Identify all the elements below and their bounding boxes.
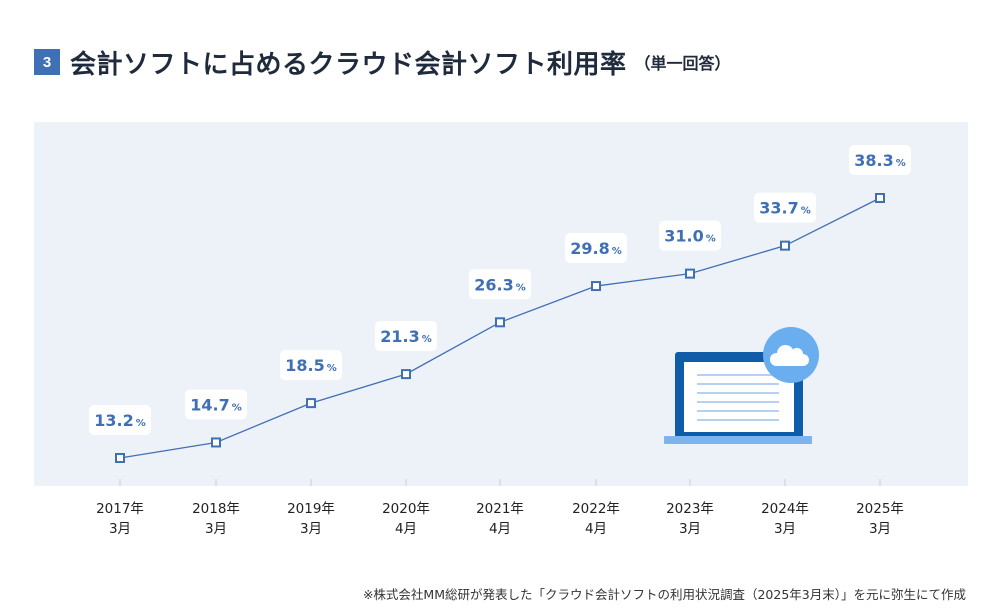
chart-header: 3 会計ソフトに占めるクラウド会計ソフト利用率 （単一回答） <box>34 44 731 80</box>
data-point <box>780 240 790 251</box>
x-tick-label: 2023年 3月 <box>666 501 714 537</box>
data-point <box>306 398 316 409</box>
data-label: 18.5% <box>285 356 337 375</box>
x-tick-label: 2024年 3月 <box>761 501 809 537</box>
data-label: 14.7% <box>190 395 242 414</box>
data-point <box>401 369 411 380</box>
data-point <box>591 281 601 292</box>
data-label-box <box>849 145 911 175</box>
data-label-box <box>375 321 437 352</box>
x-tick-label: 2021年 4月 <box>476 501 524 537</box>
data-point <box>685 268 695 279</box>
data-label: 26.3% <box>474 275 526 294</box>
data-point <box>875 193 885 203</box>
x-tick-label: 2022年 4月 <box>572 501 620 537</box>
laptop-cloud-icon <box>664 327 819 444</box>
data-label: 38.3% <box>854 151 906 170</box>
data-label-box <box>89 405 151 435</box>
data-label-box <box>469 269 531 300</box>
chart-subtitle: （単一回答） <box>634 54 731 73</box>
data-label-box <box>280 350 342 381</box>
data-label-box <box>185 389 247 420</box>
data-label: 13.2% <box>94 411 146 430</box>
data-label: 29.8% <box>570 239 622 258</box>
data-label: 33.7% <box>759 199 811 218</box>
chart-panel <box>34 122 968 486</box>
footnote: ※株式会社MM総研が発表した「クラウド会計ソフトの利用状況調査（2025年3月末… <box>362 587 966 602</box>
section-number-badge: 3 <box>34 49 60 75</box>
x-tick-label: 2018年 3月 <box>192 501 240 537</box>
x-tick-label: 2025年 3月 <box>856 501 904 537</box>
data-label-box <box>754 192 816 223</box>
x-tick-label: 2017年 3月 <box>96 501 144 537</box>
x-tick-label: 2019年 3月 <box>287 501 335 537</box>
data-label: 31.0% <box>664 227 716 246</box>
data-point <box>115 453 125 463</box>
x-tick-label: 2020年 4月 <box>382 501 430 537</box>
data-point <box>211 437 221 448</box>
chart-title: 会計ソフトに占めるクラウド会計ソフト利用率 <box>70 49 627 80</box>
data-label-box <box>565 233 627 264</box>
data-point <box>495 317 505 328</box>
data-label-box <box>659 220 721 251</box>
data-label: 21.3% <box>380 327 432 346</box>
